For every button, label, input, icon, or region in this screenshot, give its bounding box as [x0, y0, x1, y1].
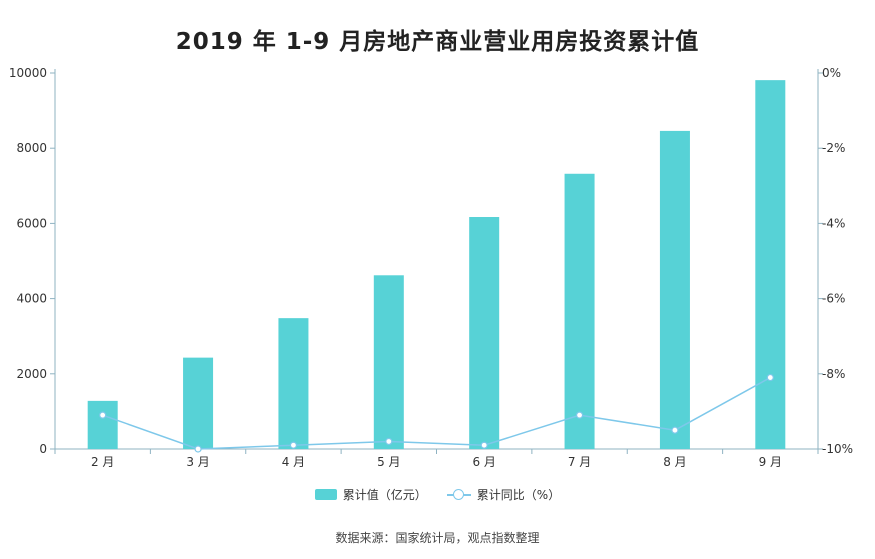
y-right-tick-label: -6%	[822, 292, 845, 306]
legend-item-line[interactable]: 累计同比（%）	[446, 486, 561, 503]
y-left-tick-label: 0	[39, 442, 47, 456]
bar	[469, 217, 500, 449]
y-left-tick-label: 6000	[16, 216, 47, 230]
chart-plot: 0 2000 4000 6000 8000 10000 -10% -8% -6% -4% -2% 0%…	[9, 66, 853, 469]
line-point	[480, 441, 488, 449]
x-tick-label: 2 月	[91, 455, 114, 469]
line-point	[671, 426, 679, 434]
chart-legend: 累计值（亿元） 累计同比（%）	[0, 486, 875, 503]
bar	[373, 275, 404, 449]
bar	[755, 80, 786, 450]
x-tick-label: 9 月	[759, 455, 782, 469]
line-point	[385, 437, 393, 446]
y-right-tick-label: -4%	[822, 216, 845, 230]
x-tick-label: 8 月	[663, 455, 686, 469]
y-right-tick-label: -10%	[822, 442, 853, 456]
source-note: 数据来源：国家统计局，观点指数整理	[335, 531, 540, 545]
line-point	[99, 411, 107, 419]
legend-line-swatch	[446, 488, 471, 501]
line-point	[289, 441, 298, 449]
series-line-yoy	[102, 376, 771, 450]
x-tick-label: 6 月	[472, 455, 495, 469]
y-right-tick-label: -2%	[822, 141, 845, 155]
legend-line-label: 累计同比（%）	[476, 488, 561, 502]
x-tick-label: 4 月	[282, 455, 305, 469]
y-left-tick-label: 4000	[16, 292, 47, 306]
bar	[278, 318, 309, 449]
y-left-tick-label: 10000	[9, 66, 47, 80]
x-tick-label: 3 月	[186, 455, 209, 469]
y-right-tick-label: 0%	[822, 66, 841, 80]
bar	[564, 173, 595, 449]
legend-item-bar[interactable]: 累计值（亿元）	[314, 486, 427, 503]
line-point	[575, 411, 584, 419]
bar	[87, 400, 118, 449]
chart-title: 2019 年 1-9 月房地产商业营业用房投资累计值	[175, 29, 700, 55]
line-point	[194, 445, 202, 453]
y-left-tick-label: 8000	[16, 141, 47, 155]
bar	[183, 357, 214, 449]
line-point	[766, 373, 774, 382]
legend-bar-label: 累计值（亿元）	[342, 488, 427, 502]
x-tick-label: 7 月	[568, 455, 591, 469]
x-tick-label: 5 月	[377, 455, 400, 469]
bar	[659, 130, 690, 450]
legend-bar-swatch	[314, 489, 337, 500]
y-left-tick-label: 2000	[16, 367, 47, 381]
y-right-tick-label: -8%	[822, 367, 845, 381]
